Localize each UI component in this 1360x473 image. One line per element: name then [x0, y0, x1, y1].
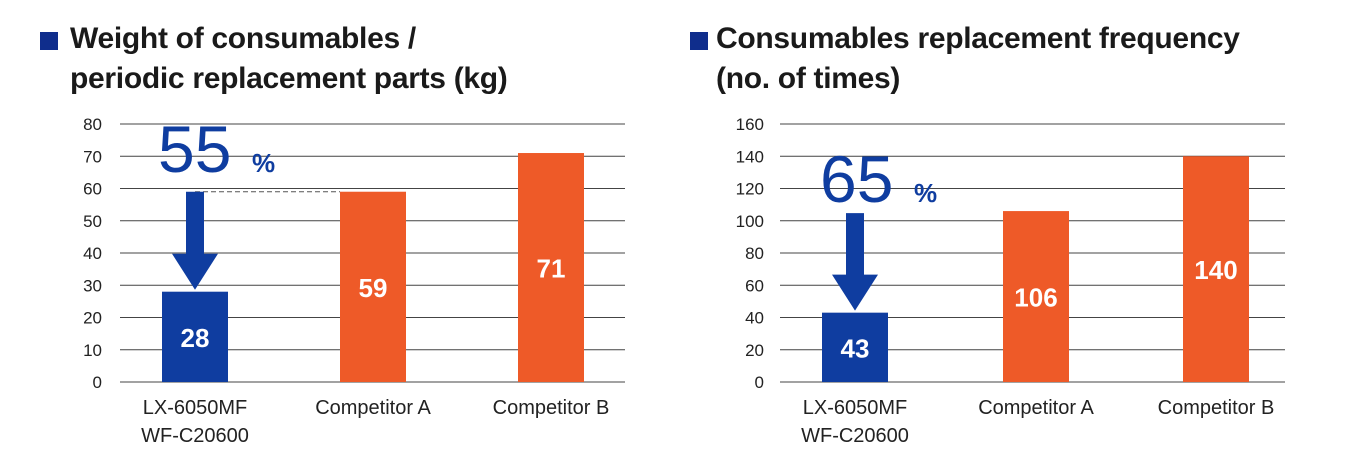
y-tick-label: 80 — [83, 115, 102, 134]
chart-title-line-2: (no. of times) — [716, 62, 901, 95]
bar-chart-weight: 0 10 20 30 40 50 60 70 80 28 LX-6050MF WF-C20600 59 C… — [83, 112, 625, 447]
chart-title-line-1: Weight of consumables / — [70, 22, 416, 55]
y-tick-label: 10 — [83, 341, 102, 360]
bar-chart-frequency: 0 20 40 60 80 100 120 140 160 43 LX-6050MF WF-C2060… — [736, 115, 1285, 447]
x-tick-label: Competitor B — [493, 397, 610, 419]
bar — [518, 153, 584, 382]
x-tick-label: Competitor A — [315, 397, 431, 419]
data-label: 71 — [537, 254, 566, 284]
y-tick-label: 160 — [736, 115, 764, 134]
y-tick-label: 140 — [736, 147, 764, 166]
bar — [1003, 211, 1069, 382]
y-tick-label: 60 — [745, 276, 764, 295]
x-tick-label: LX-6050MF — [803, 397, 908, 419]
chart-panel-frequency: Consumables replacement frequency (no. o… — [680, 0, 1360, 473]
data-label: 106 — [1014, 283, 1057, 313]
x-tick-label: WF-C20600 — [801, 425, 909, 447]
y-tick-label: 70 — [83, 147, 102, 166]
y-tick-label: 30 — [83, 276, 102, 295]
chart-title-line-1: Consumables replacement frequency — [716, 22, 1240, 55]
x-tick-label: WF-C20600 — [141, 425, 249, 447]
y-tick-label: 0 — [93, 373, 102, 392]
down-arrow-icon — [832, 213, 878, 311]
y-tick-label: 120 — [736, 180, 764, 199]
y-tick-label: 0 — [755, 373, 764, 392]
chart-panel-weight: Weight of consumables / periodic replace… — [40, 22, 625, 447]
y-tick-label: 60 — [83, 180, 102, 199]
down-arrow-icon — [172, 191, 218, 290]
percent-symbol: % — [252, 148, 275, 178]
bar — [340, 191, 406, 382]
title-marker-icon — [690, 32, 708, 50]
y-tick-label: 80 — [745, 244, 764, 263]
y-tick-label: 100 — [736, 212, 764, 231]
y-tick-label: 40 — [83, 244, 102, 263]
chart-title-line-2: periodic replacement parts (kg) — [70, 62, 508, 95]
x-tick-label: Competitor A — [978, 397, 1094, 419]
bar — [1183, 156, 1249, 382]
y-tick-label: 40 — [745, 309, 764, 328]
title-marker-icon — [40, 32, 58, 50]
reduction-percent: 55 — [158, 112, 231, 186]
reduction-percent: 65 — [820, 142, 893, 216]
data-label: 59 — [359, 273, 388, 303]
data-label: 140 — [1194, 255, 1237, 285]
x-tick-label: Competitor B — [1158, 397, 1275, 419]
y-tick-label: 50 — [83, 212, 102, 231]
data-label: 28 — [181, 323, 210, 353]
percent-symbol: % — [914, 178, 937, 208]
bar — [162, 291, 228, 382]
y-tick-label: 20 — [745, 341, 764, 360]
data-label: 43 — [841, 333, 870, 363]
y-tick-label: 20 — [83, 309, 102, 328]
bar — [822, 312, 888, 382]
x-tick-label: LX-6050MF — [143, 397, 248, 419]
